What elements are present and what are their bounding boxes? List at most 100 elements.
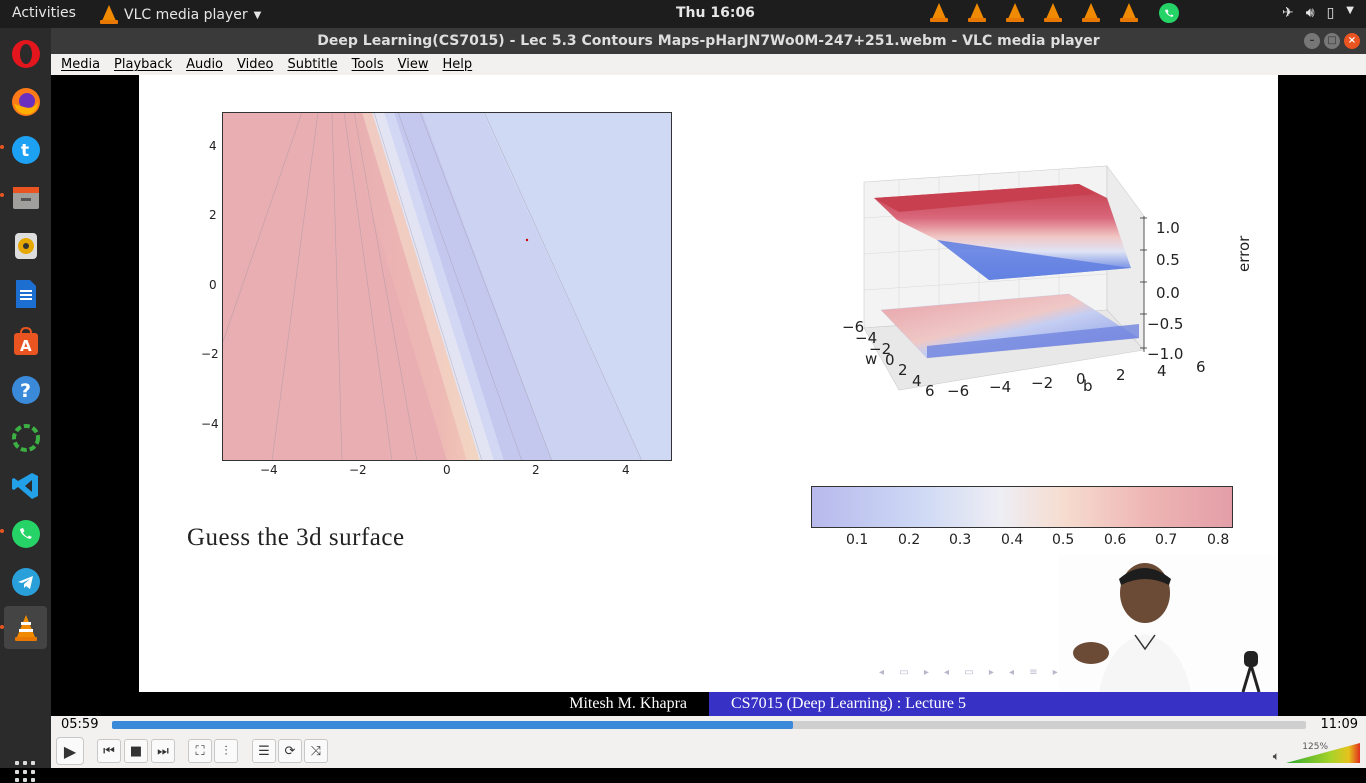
shuffle-button[interactable]: ⤨ [304,739,328,763]
colorbar-tick: 0.1 [846,532,868,548]
seek-row: 05:59 11:09 [51,716,1366,734]
contour-y-tick: 0 [209,278,217,292]
vlc-cone-icon[interactable] [968,3,986,23]
elapsed-time: 05:59 [61,717,98,732]
dock-firefox[interactable] [4,80,47,123]
dock-telegram[interactable] [4,560,47,603]
surface-z-tick: −1.0 [1147,345,1183,363]
whatsapp-icon[interactable] [1158,2,1180,24]
menu-playback[interactable]: Playback [114,57,172,72]
minimize-button[interactable]: – [1304,33,1320,49]
opera-icon [10,38,42,70]
menu-view[interactable]: View [398,57,429,72]
vlc-cone-icon[interactable] [1120,3,1138,23]
fullscreen-button[interactable]: ⛶ [188,739,212,763]
volume-slider[interactable] [1286,743,1360,763]
menu-media[interactable]: Media [61,57,100,72]
contour-y-tick: −2 [201,347,219,361]
app-menu-label: VLC media player [124,7,248,23]
dock-tweetdeck[interactable]: t [4,128,47,171]
total-time: 11:09 [1321,717,1358,732]
menu-tools[interactable]: Tools [352,57,384,72]
menu-subtitle[interactable]: Subtitle [287,57,337,72]
app-menu[interactable]: VLC media player ▼ [100,5,261,25]
clock[interactable]: Thu 16:06 [676,5,755,21]
software-center-icon: A [10,326,42,358]
contour-x-tick: 4 [622,463,630,477]
menu-help[interactable]: Help [443,57,473,72]
maximize-button[interactable]: □ [1324,33,1340,49]
playlist-button[interactable]: ☰ [252,739,276,763]
surface-z-tick: 0.5 [1156,251,1180,269]
lecturer-video-inset [1059,555,1278,692]
surface-w-tick: 4 [912,372,922,390]
files-icon [10,182,42,214]
player-controls: ▶ ⏮ ■ ⏭ ⛶ ⫶ ☰ ⟳ ⤨ 🔈︎ 125% [51,734,1366,768]
vscode-icon [10,470,42,502]
battery-icon: ▯ [1327,5,1335,21]
surface-z-tick: 0.0 [1156,284,1180,302]
extended-settings-button[interactable]: ⫶ [214,739,238,763]
stop-button[interactable]: ■ [124,739,148,763]
dock-vlc[interactable] [4,606,47,649]
airplane-icon: ✈ [1282,5,1294,21]
show-apps-icon[interactable] [15,761,37,783]
surface-z-tick: 1.0 [1156,219,1180,237]
play-button[interactable]: ▶ [56,737,84,765]
contour-x-tick: −2 [349,463,367,477]
surface-z-tick: −0.5 [1147,315,1183,333]
dock-whatsapp[interactable] [4,512,47,555]
colorbar-tick: 0.5 [1052,532,1074,548]
seek-bar[interactable] [112,721,1306,729]
vlc-cone-icon[interactable] [1082,3,1100,23]
window-titlebar: Deep Learning(CS7015) - Lec 5.3 Contours… [51,28,1366,54]
next-button[interactable]: ⏭ [151,739,175,763]
svg-text:A: A [20,337,32,355]
fullscreen-icon: ⛶ [195,744,204,759]
dock-help[interactable]: ? [4,368,47,411]
shuffle-icon: ⤨ [311,744,321,759]
menu-audio[interactable]: Audio [186,57,223,72]
vlc-cone-icon[interactable] [930,3,948,23]
slide-navigation-symbols: ◂ ▭ ▸ ◂ ▭ ▸ ◂ ≡ ▸ [879,667,1064,678]
surface-z-label: error [1235,236,1253,272]
libreoffice-writer-icon [10,278,42,310]
surface-b-tick: 6 [1196,358,1206,376]
vlc-cone-icon[interactable] [1044,3,1062,23]
colorbar-tick: 0.4 [1001,532,1023,548]
previous-button[interactable]: ⏮ [97,739,121,763]
footer-course: CS7015 (Deep Learning) : Lecture 5 [709,692,1278,716]
spinner-app-icon [10,422,42,454]
surface-w-label: w [865,350,877,368]
menu-video[interactable]: Video [237,57,273,72]
help-icon: ? [10,374,42,406]
activities-button[interactable]: Activities [12,5,76,21]
contour-y-tick: −4 [201,417,219,431]
playlist-icon: ☰ [258,744,270,759]
menu-bar: Media Playback Audio Video Subtitle Tool… [51,54,1366,75]
dock-vscode[interactable] [4,464,47,507]
dock-writer[interactable] [4,272,47,315]
surface-b-tick: 4 [1157,362,1167,380]
dock-spinner[interactable] [4,416,47,459]
speaker-icon[interactable]: 🔈︎ [1273,749,1280,764]
skip-forward-icon: ⏭ [157,744,169,759]
system-status[interactable]: ✈ 🔊︎ ▯ ▼ [1282,5,1354,21]
system-tray [930,2,1180,24]
tweetdeck-icon: t [10,134,42,166]
surface-b-tick: 2 [1116,366,1126,384]
dock-rhythmbox[interactable] [4,224,47,267]
contour-x-tick: 0 [443,463,451,477]
firefox-icon [10,86,42,118]
close-button[interactable]: × [1344,33,1360,49]
loop-button[interactable]: ⟳ [278,739,302,763]
surface-b-tick: −4 [989,378,1011,396]
dock-opera[interactable] [4,32,47,75]
svg-text:?: ? [20,380,31,402]
window-title: Deep Learning(CS7015) - Lec 5.3 Contours… [317,33,1099,49]
vlc-cone-icon[interactable] [1006,3,1024,23]
rhythmbox-icon [10,230,42,262]
dock-files[interactable] [4,176,47,219]
dock-software[interactable]: A [4,320,47,363]
colorbar-tick: 0.8 [1207,532,1229,548]
